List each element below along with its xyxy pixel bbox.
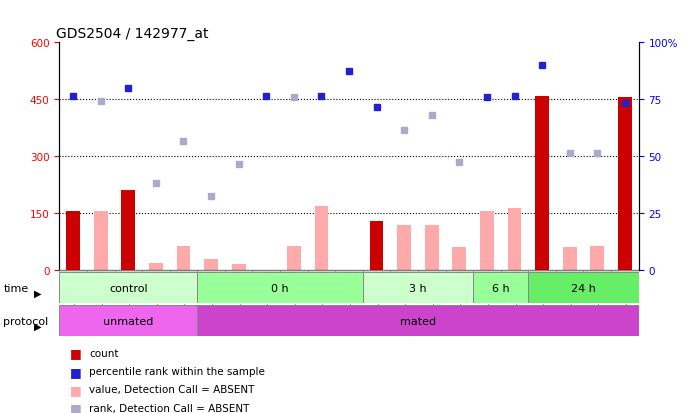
Text: 24 h: 24 h: [571, 283, 596, 293]
Bar: [363, 273, 473, 304]
Text: 0 h: 0 h: [272, 283, 289, 293]
Bar: [591, 246, 604, 271]
Text: mated: mated: [400, 316, 436, 326]
Bar: [87, 271, 114, 273]
Bar: [611, 271, 639, 273]
Text: ■: ■: [70, 347, 82, 360]
Text: ■: ■: [70, 383, 82, 396]
Bar: [59, 273, 198, 304]
Text: value, Detection Call = ABSENT: value, Detection Call = ABSENT: [89, 385, 255, 394]
Text: 3 h: 3 h: [409, 283, 426, 293]
Bar: [198, 271, 225, 273]
Bar: [149, 263, 163, 271]
Bar: [198, 273, 363, 304]
Bar: [452, 248, 466, 271]
Bar: [618, 98, 632, 271]
Bar: [397, 225, 411, 271]
Bar: [390, 271, 418, 273]
Bar: [528, 271, 556, 273]
Bar: [370, 221, 383, 271]
Bar: [94, 212, 107, 271]
Bar: [445, 271, 473, 273]
Bar: [535, 96, 549, 271]
Bar: [177, 246, 191, 271]
Bar: [473, 271, 500, 273]
Bar: [500, 271, 528, 273]
Bar: [335, 271, 363, 273]
Text: ■: ■: [70, 401, 82, 413]
Text: GDS2504 / 142977_at: GDS2504 / 142977_at: [57, 27, 209, 41]
Bar: [563, 248, 577, 271]
Bar: [556, 271, 584, 273]
Bar: [308, 271, 335, 273]
Bar: [59, 306, 198, 337]
Text: unmated: unmated: [103, 316, 154, 326]
Bar: [121, 191, 135, 271]
Text: percentile rank within the sample: percentile rank within the sample: [89, 366, 265, 376]
Text: protocol: protocol: [3, 316, 49, 326]
Text: ■: ■: [70, 365, 82, 378]
Text: rank, Detection Call = ABSENT: rank, Detection Call = ABSENT: [89, 403, 250, 413]
Bar: [280, 271, 308, 273]
Text: control: control: [109, 283, 147, 293]
Bar: [315, 206, 328, 271]
Bar: [253, 271, 280, 273]
Text: ▶: ▶: [34, 288, 41, 298]
Bar: [480, 212, 493, 271]
Bar: [584, 271, 611, 273]
Bar: [225, 271, 253, 273]
Bar: [198, 306, 639, 337]
Bar: [170, 271, 198, 273]
Text: count: count: [89, 348, 119, 358]
Bar: [205, 259, 218, 271]
Bar: [473, 273, 528, 304]
Bar: [425, 225, 438, 271]
Bar: [287, 246, 301, 271]
Bar: [363, 271, 390, 273]
Text: time: time: [3, 283, 29, 293]
Bar: [66, 212, 80, 271]
Bar: [114, 271, 142, 273]
Bar: [142, 271, 170, 273]
Bar: [59, 271, 87, 273]
Bar: [232, 265, 246, 271]
Text: ▶: ▶: [34, 321, 41, 331]
Bar: [418, 271, 445, 273]
Bar: [528, 273, 639, 304]
Bar: [507, 208, 521, 271]
Text: 6 h: 6 h: [492, 283, 510, 293]
